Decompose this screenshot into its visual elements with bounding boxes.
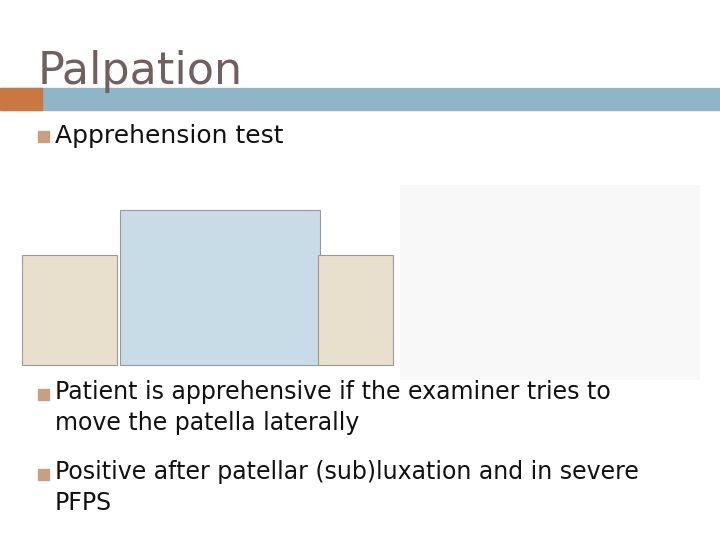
Text: Patient is apprehensive if the examiner tries to
move the patella laterally: Patient is apprehensive if the examiner …	[55, 381, 611, 435]
Bar	[120, 210, 320, 365]
Text: Palpation: Palpation	[38, 50, 243, 93]
Bar	[0, 88, 42, 110]
Bar	[400, 185, 700, 380]
Bar	[0, 88, 720, 110]
Bar	[38, 469, 49, 480]
Bar	[38, 131, 49, 142]
Bar	[38, 389, 49, 400]
Text: Positive after patellar (sub)luxation and in severe
PFPS: Positive after patellar (sub)luxation an…	[55, 461, 639, 515]
Text: Apprehension test: Apprehension test	[55, 125, 284, 148]
Bar	[22, 255, 117, 365]
Bar	[318, 255, 393, 365]
